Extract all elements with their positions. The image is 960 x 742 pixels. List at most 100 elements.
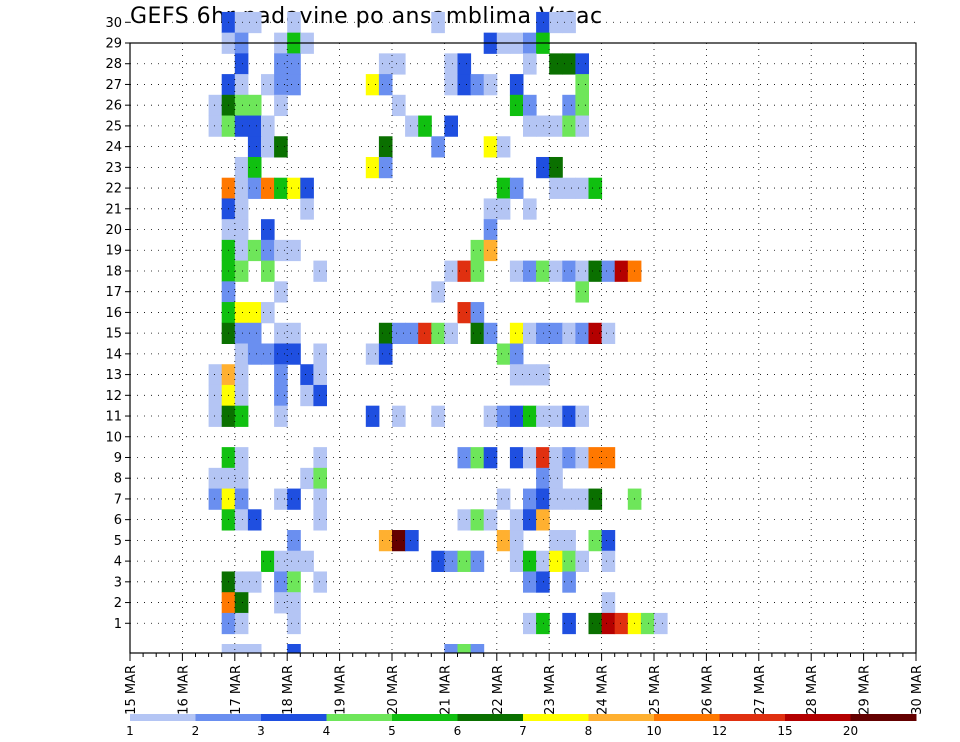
heatmap-cell — [601, 447, 616, 469]
heatmap-cell — [470, 509, 485, 531]
heatmap-cell — [378, 136, 393, 158]
heatmap-cell — [208, 94, 223, 117]
heatmap-cell — [234, 571, 249, 593]
legend-label: 1 — [126, 724, 134, 738]
heatmap-cell — [247, 322, 262, 344]
heatmap-cell — [575, 115, 589, 137]
legend-label: 3 — [257, 724, 265, 738]
legend-label: 12 — [712, 724, 727, 738]
heatmap-cell — [549, 467, 563, 490]
heatmap-cell — [392, 322, 406, 344]
y-tick-label: 4 — [114, 555, 122, 570]
heatmap-cell — [261, 136, 275, 158]
y-tick-label: 16 — [105, 306, 122, 321]
heatmap-cell — [274, 592, 288, 614]
heatmap-cell — [562, 530, 576, 552]
y-tick-label: 27 — [105, 78, 122, 93]
heatmap-cell — [234, 488, 249, 510]
heatmap-cell — [562, 405, 576, 427]
heatmap-cell — [313, 260, 327, 282]
heatmap-cell — [313, 509, 327, 531]
y-tick-label: 24 — [105, 140, 122, 155]
legend-swatch — [392, 714, 458, 721]
heatmap-cell — [313, 571, 327, 593]
x-tick-label: 28 MAR — [805, 665, 820, 715]
heatmap-cell — [575, 177, 589, 199]
heatmap-cell — [536, 612, 550, 635]
heatmap-cell — [536, 364, 550, 386]
heatmap-cell — [575, 488, 589, 510]
chart-title: GEFS 6hr padavine po ansamblima Vrsac — [130, 4, 603, 29]
heatmap-cell — [549, 530, 563, 552]
heatmap-cell — [536, 322, 550, 344]
y-tick-label: 15 — [105, 327, 122, 342]
heatmap-cell — [300, 364, 314, 386]
heatmap-cell — [247, 509, 262, 531]
heatmap-cell — [247, 571, 262, 593]
heatmap-cell — [470, 447, 485, 469]
heatmap-cell — [509, 509, 524, 531]
heatmap-cell — [470, 550, 485, 572]
heatmap-cell — [457, 74, 472, 96]
legend-swatch — [457, 714, 524, 721]
heatmap-cell — [234, 405, 249, 427]
heatmap-cell — [509, 405, 524, 427]
heatmap-cell — [247, 94, 262, 117]
heatmap-cell — [444, 74, 458, 96]
heatmap-cell — [287, 322, 301, 344]
heatmap-cell — [274, 136, 288, 158]
heatmap-cell — [300, 467, 314, 490]
heatmap-cell — [313, 364, 327, 386]
heatmap-cell — [405, 115, 419, 137]
legend-swatch — [523, 714, 589, 721]
heatmap-cell — [470, 322, 485, 344]
x-tick-label: 22 MAR — [491, 665, 506, 715]
heatmap-cell — [483, 405, 498, 427]
heatmap-cell — [313, 447, 327, 469]
heatmap-cell — [562, 53, 576, 75]
heatmap-cell — [536, 115, 550, 137]
heatmap-cell — [444, 550, 458, 572]
heatmap-cell — [562, 260, 576, 282]
heatmap-cell — [300, 550, 314, 572]
heatmap-cell — [536, 405, 550, 427]
heatmap-cell — [208, 115, 223, 137]
y-tick-label: 18 — [105, 264, 122, 279]
heatmap-cell — [274, 405, 288, 427]
y-tick-label: 25 — [105, 119, 122, 134]
heatmap-cell — [208, 364, 223, 386]
heatmap-cell — [509, 74, 524, 96]
y-tick-label: 28 — [105, 57, 122, 72]
heatmap-cell — [208, 467, 223, 490]
heatmap-cell — [457, 550, 472, 572]
x-tick-label: 26 MAR — [700, 665, 715, 715]
heatmap-cell — [496, 488, 511, 510]
heatmap-cell — [274, 384, 288, 407]
heatmap-cell — [274, 177, 288, 199]
heatmap-cell — [640, 612, 655, 635]
heatmap-cell — [234, 11, 249, 34]
heatmap-cell — [261, 177, 275, 199]
heatmap-cell — [470, 644, 485, 653]
heatmap-cell — [247, 343, 262, 365]
heatmap-cell — [261, 550, 275, 572]
heatmap-cell — [221, 644, 236, 653]
heatmap-cell — [549, 405, 563, 427]
y-tick-label: 8 — [114, 472, 122, 487]
legend-label: 2 — [192, 724, 200, 738]
heatmap-cell — [562, 488, 576, 510]
heatmap-cell — [234, 156, 249, 179]
heatmap-cell — [234, 509, 249, 531]
heatmap-cell — [614, 260, 629, 282]
heatmap-cell — [496, 136, 511, 158]
y-tick-label: 20 — [105, 223, 122, 238]
heatmap-cell — [234, 322, 249, 344]
heatmap-cell — [274, 488, 288, 510]
y-tick-label: 7 — [114, 492, 122, 507]
heatmap-cell — [274, 74, 288, 96]
heatmap-cell — [208, 405, 223, 427]
heatmap-cell — [457, 509, 472, 531]
color-legend: 1 2 3 4 5 6 7 8 10 12 15 20 — [126, 714, 917, 738]
legend-label: 5 — [388, 724, 396, 738]
y-tick-label: 14 — [105, 347, 122, 362]
